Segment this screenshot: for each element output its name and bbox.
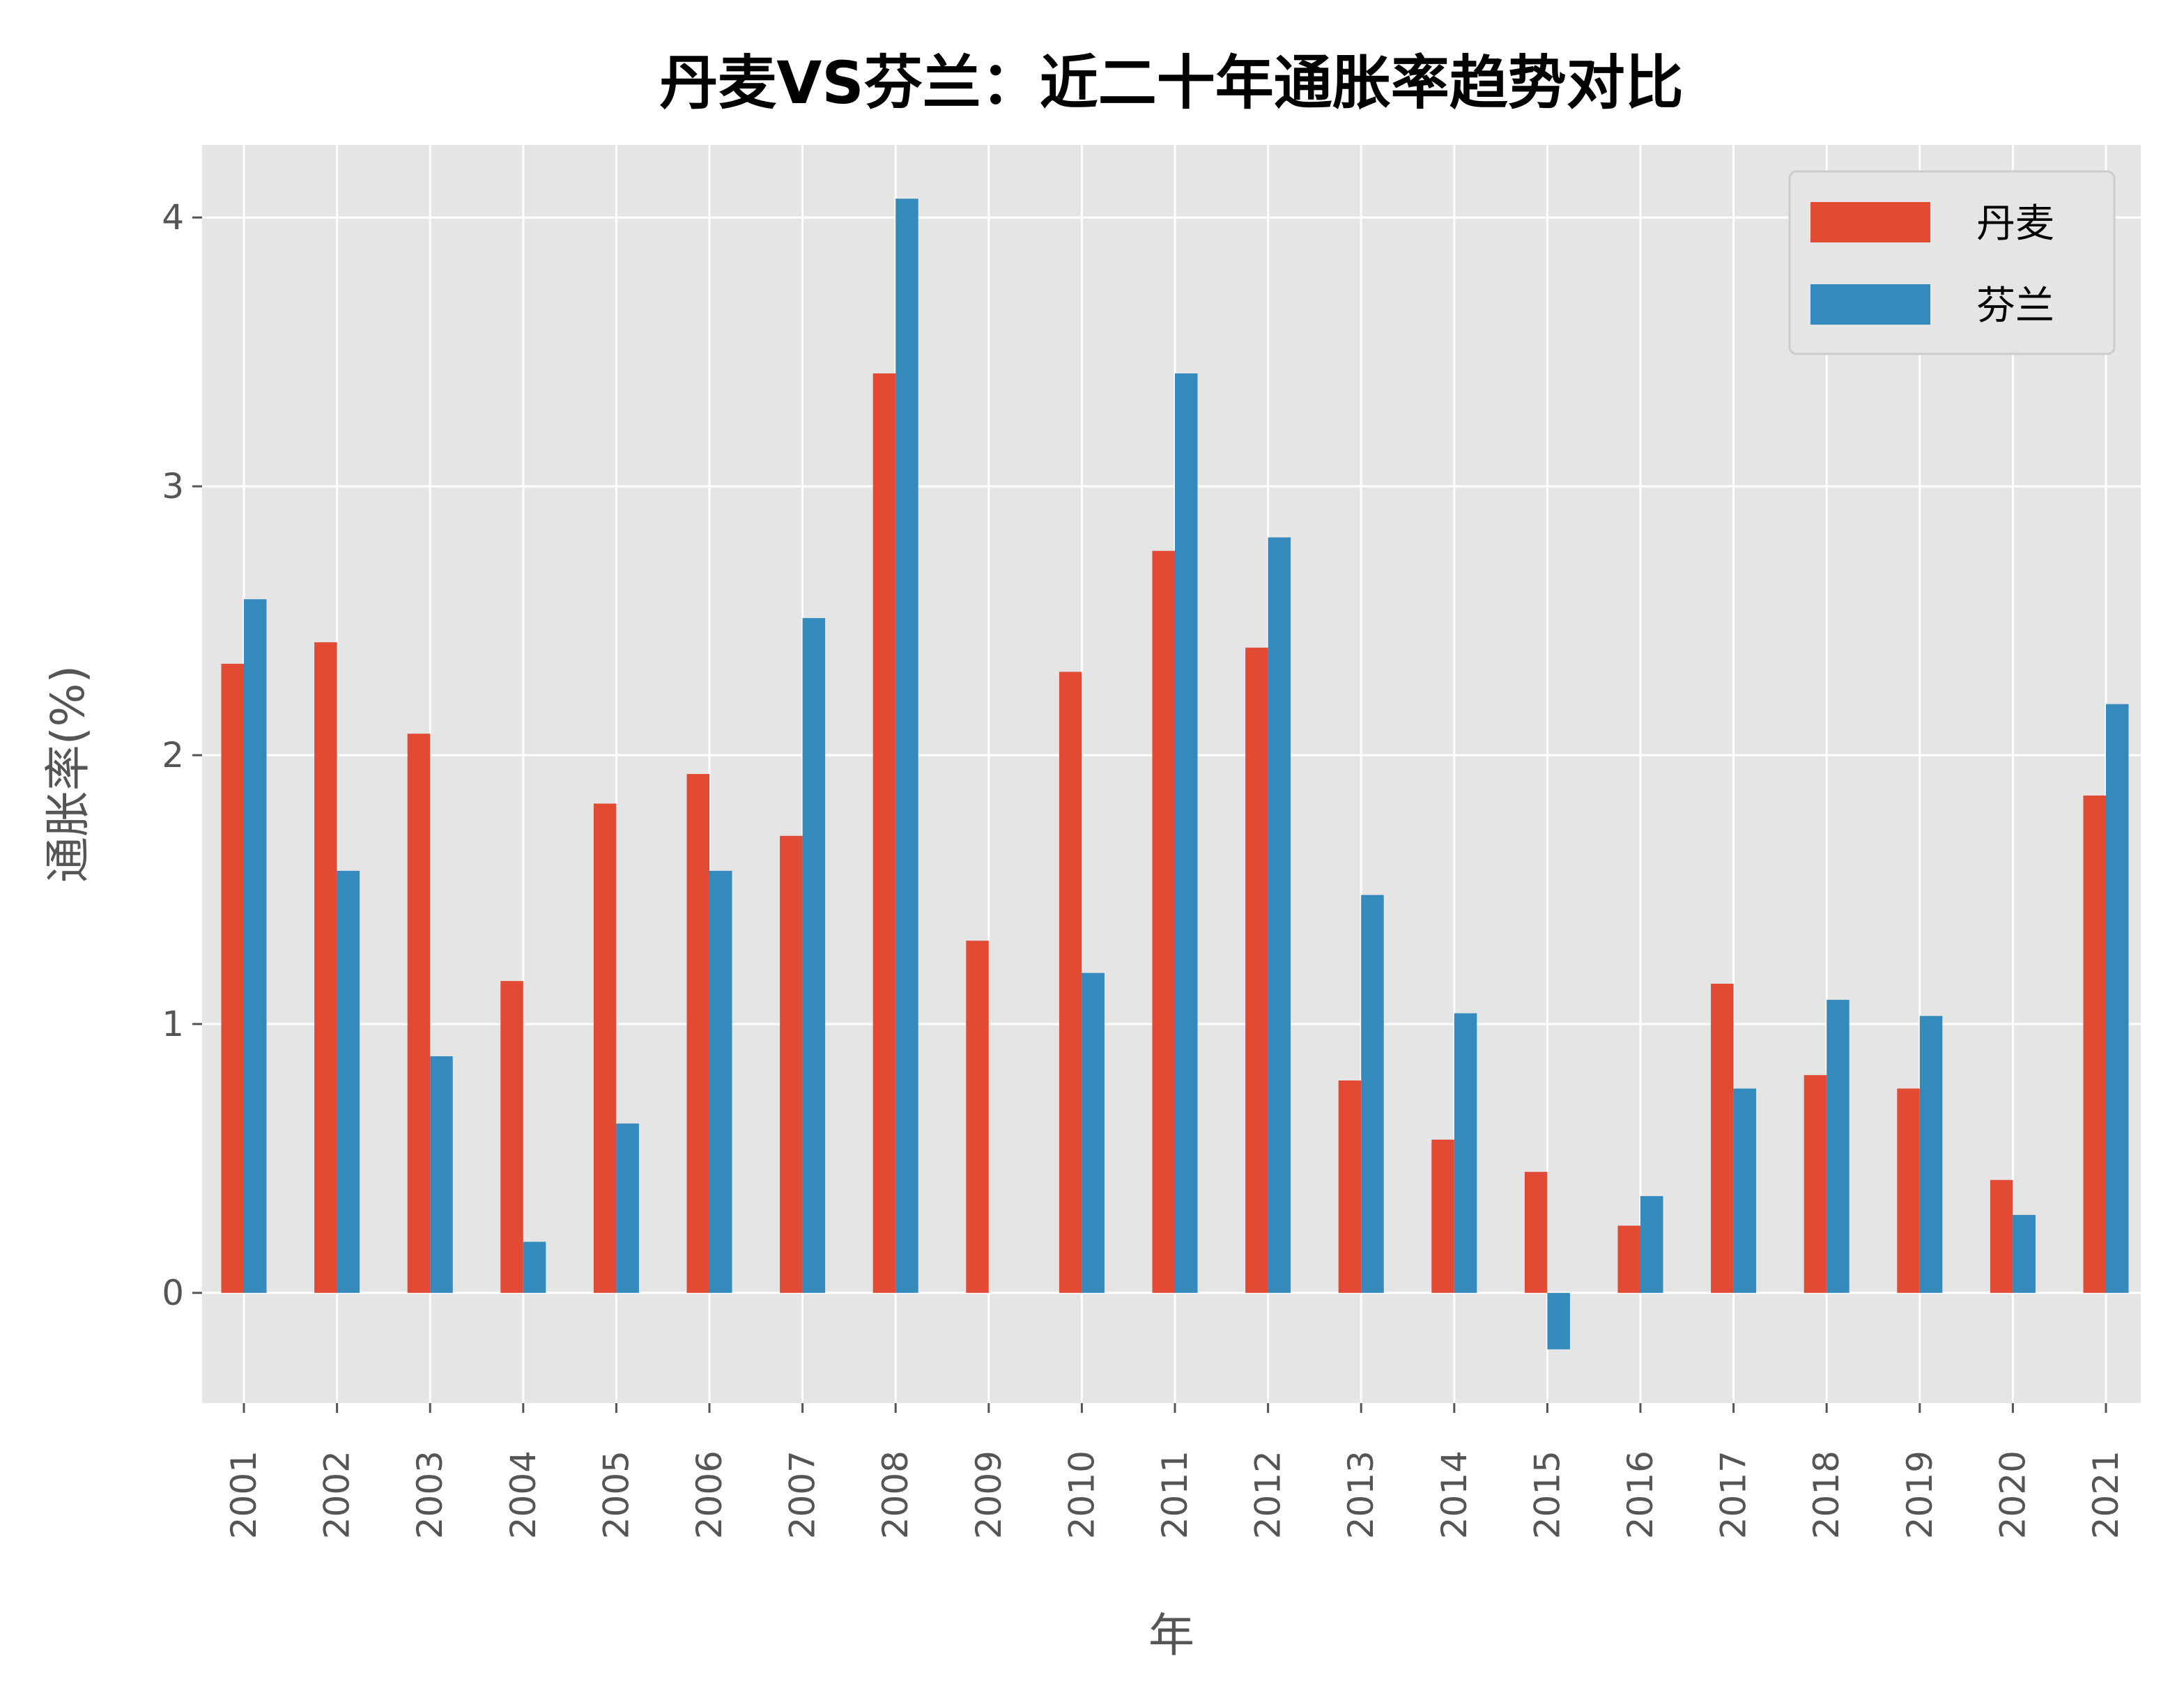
bar-denmark-2016: [1617, 1225, 1640, 1293]
x-tick-label: 2002: [317, 1450, 357, 1539]
bar-denmark-2012: [1245, 647, 1268, 1293]
bars: [221, 199, 2129, 1349]
x-tick-label: 2021: [2086, 1450, 2126, 1539]
bar-finland-2008: [895, 199, 918, 1293]
y-tick-label: 2: [162, 735, 184, 775]
bar-finland-2011: [1175, 373, 1198, 1293]
x-tick-label: 2018: [1806, 1450, 1847, 1539]
x-tick-label: 2005: [596, 1450, 636, 1539]
bar-denmark-2015: [1524, 1172, 1548, 1293]
x-tick-label: 2014: [1434, 1450, 1475, 1539]
bar-denmark-2019: [1897, 1088, 1920, 1293]
bar-finland-2006: [709, 870, 732, 1293]
x-tick-label: 2011: [1155, 1450, 1195, 1539]
legend-box: [1788, 170, 2116, 355]
x-tick-label: 2006: [689, 1450, 730, 1539]
bar-denmark-2003: [407, 734, 431, 1293]
bar-denmark-2009: [966, 941, 989, 1293]
y-tick-label: 4: [162, 197, 184, 238]
legend-label-finland: 芬兰: [1976, 284, 2054, 329]
x-tick-label: 2020: [1992, 1450, 2033, 1539]
x-tick-label: 2016: [1620, 1450, 1661, 1539]
bar-denmark-2007: [780, 835, 803, 1293]
bar-finland-2021: [2106, 704, 2129, 1293]
bar-finland-2017: [1733, 1088, 1757, 1293]
bar-finland-2016: [1640, 1195, 1663, 1293]
legend-label-denmark: 丹麦: [1976, 201, 2054, 247]
bar-finland-2001: [244, 599, 267, 1293]
x-tick-label: 2001: [224, 1450, 264, 1539]
bar-finland-2007: [802, 618, 826, 1293]
bar-denmark-2001: [221, 663, 244, 1293]
x-tick-label: 2007: [783, 1450, 823, 1539]
bar-finland-2003: [430, 1056, 453, 1293]
y-axis-label: 通胀率(%): [41, 665, 95, 883]
x-tick-label: 2003: [410, 1450, 450, 1539]
bar-denmark-2006: [686, 774, 709, 1293]
legend-swatch-finland: [1810, 284, 1930, 325]
bar-denmark-2014: [1431, 1139, 1454, 1293]
bar-finland-2014: [1454, 1013, 1477, 1293]
bar-denmark-2002: [314, 642, 337, 1293]
x-tick-label: 2008: [875, 1450, 916, 1539]
legend: 丹麦 芬兰: [1788, 170, 2116, 355]
bar-finland-2019: [1919, 1016, 1943, 1293]
x-tick-label: 2017: [1714, 1450, 1754, 1539]
legend-swatch-denmark: [1810, 202, 1930, 242]
bar-finland-2018: [1827, 1000, 1850, 1293]
bar-finland-2020: [2013, 1214, 2036, 1293]
x-tick-label: 2015: [1527, 1450, 1567, 1539]
bar-denmark-2010: [1059, 672, 1082, 1293]
bar-finland-2010: [1082, 973, 1105, 1293]
bar-denmark-2017: [1711, 984, 1734, 1293]
bar-finland-2013: [1361, 895, 1384, 1293]
bar-denmark-2020: [1990, 1179, 2013, 1293]
ticks: 0 1 2 3 4 2001 2002 2003 2004 2005 2006 2007 2008 200…: [162, 197, 2126, 1539]
bar-finland-2012: [1268, 537, 1291, 1293]
y-tick-label: 0: [162, 1273, 184, 1313]
chart-title: 丹麦VS芬兰：近二十年通胀率趋势对比: [659, 49, 1684, 117]
x-tick-label: 2004: [503, 1450, 544, 1539]
bar-denmark-2011: [1152, 550, 1175, 1293]
x-tick-label: 2010: [1061, 1450, 1102, 1539]
bar-finland-2004: [523, 1241, 546, 1293]
x-tick-label: 2012: [1248, 1450, 1289, 1539]
y-tick-label: 3: [162, 466, 184, 506]
y-tick-label: 1: [162, 1004, 184, 1044]
bar-denmark-2013: [1338, 1080, 1362, 1293]
bar-finland-2002: [337, 870, 360, 1293]
x-tick-label: 2019: [1900, 1450, 1940, 1539]
bar-denmark-2021: [2083, 795, 2106, 1293]
bar-denmark-2005: [593, 803, 617, 1293]
bar-finland-2005: [616, 1123, 639, 1293]
x-tick-label: 2013: [1341, 1450, 1381, 1539]
bar-denmark-2018: [1804, 1075, 1827, 1293]
x-tick-label: 2009: [969, 1450, 1009, 1539]
x-axis-label: 年: [1148, 1609, 1194, 1662]
bar-denmark-2008: [872, 373, 896, 1293]
bar-finland-2015: [1547, 1292, 1570, 1349]
bar-denmark-2004: [500, 981, 523, 1293]
